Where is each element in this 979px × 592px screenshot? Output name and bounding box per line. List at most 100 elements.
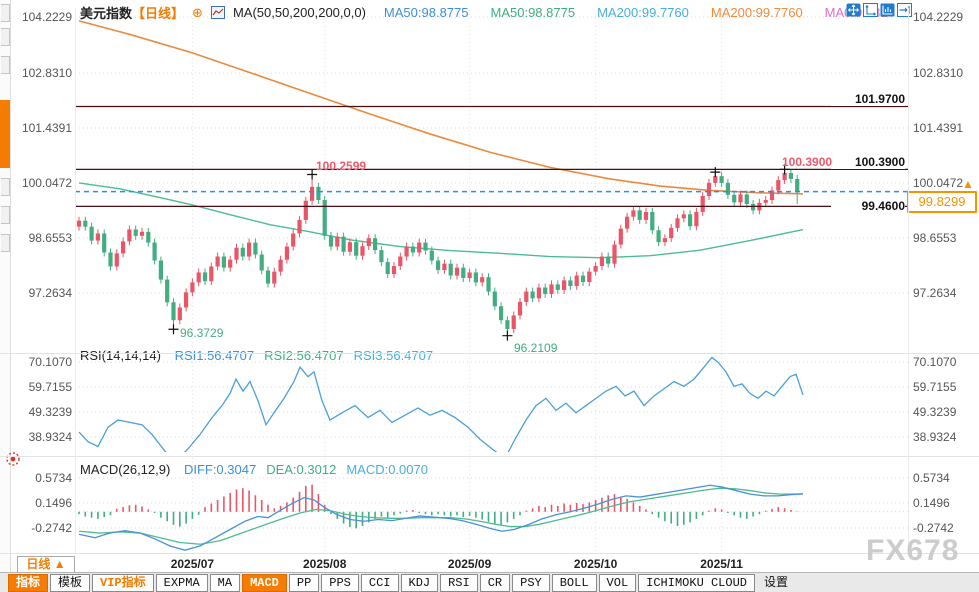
tab-EXPMA[interactable]: EXPMA xyxy=(155,573,208,592)
macd-axis-tick-left: -0.2742 xyxy=(31,521,72,535)
macd-axis-tick-right: 0.5734 xyxy=(913,471,950,485)
ma-value: MA200:99.7760 xyxy=(597,5,689,20)
date-tick-2025/07: 2025/07 xyxy=(170,557,215,571)
symbol-name: 美元指数 xyxy=(80,6,133,21)
left-toolbar-fragment[interactable] xyxy=(1,28,10,46)
panel-divider xyxy=(0,456,979,457)
left-toolbar-fragment[interactable] xyxy=(1,178,10,196)
tab-MA[interactable]: MA xyxy=(209,573,241,592)
price-axis-tick-right: 102.8310 xyxy=(913,66,964,80)
tab-VOL[interactable]: VOL xyxy=(598,573,637,592)
macd-value: DIFF:0.3047 xyxy=(183,462,257,477)
rsi-axis-tick-left: 70.1070 xyxy=(28,355,72,369)
current-price-tag: 99.8299 xyxy=(907,191,977,213)
rsi-plot xyxy=(78,356,804,452)
rsi-axis-tick-right: 38.9324 xyxy=(913,430,957,444)
price-up-arrow-icon: ▲ xyxy=(962,177,974,191)
gridlines xyxy=(75,10,908,552)
rsi-axis-tick-left: 38.9324 xyxy=(28,430,72,444)
indicator-params: MA(50,50,200,200,0,0) xyxy=(232,5,366,20)
rsi-value: RSI2:56.4707 xyxy=(264,348,344,363)
axis-scale-icon[interactable] xyxy=(863,3,878,17)
rsi-value: RSI1:56.4707 xyxy=(174,348,255,363)
watermark: FX678 xyxy=(866,534,960,567)
level-lines xyxy=(75,105,908,208)
date-tick-2025/09: 2025/09 xyxy=(447,557,492,571)
panel-divider xyxy=(0,553,979,554)
tab-RSI[interactable]: RSI xyxy=(440,573,478,592)
rsi-axis-tick-right: 49.3239 xyxy=(913,405,957,419)
left-toolbar-fragment[interactable] xyxy=(1,56,10,74)
price-axis-tick-left: 100.0472 xyxy=(21,176,72,190)
go-to-latest-icon[interactable] xyxy=(897,3,912,17)
plot-right-border xyxy=(908,8,909,553)
rsi-values: RSI1:56.4707 RSI2:56.4707 RSI3:56.4707 xyxy=(165,348,434,363)
rsi-title: RSI(14,14,14) xyxy=(80,348,161,363)
tab-PPS[interactable]: PPS xyxy=(321,573,359,592)
swing-low-label-sept: 96.2109 xyxy=(514,341,558,355)
left-toolbar-fragment[interactable] xyxy=(1,234,10,252)
swing-high-label-july: 100.2599 xyxy=(316,159,367,173)
rsi-axis-tick-left: 59.7155 xyxy=(28,380,72,394)
price-plot xyxy=(76,20,804,336)
macd-value: MACD:0.0070 xyxy=(346,462,428,477)
rsi-axis-tick-right: 59.7155 xyxy=(913,380,957,394)
left-toolbar-fragment[interactable] xyxy=(1,4,10,22)
price-axis-tick-right: 98.6553 xyxy=(913,231,957,245)
ma-value: MA200:99.7760 xyxy=(710,5,803,20)
rsi-title-row: RSI(14,14,14) RSI1:56.4707 RSI2:56.4707 RS… xyxy=(80,348,433,363)
symbol-title: 美元指数【日线】 xyxy=(80,3,184,22)
price-axis-tick-right: 100.0472 xyxy=(913,176,964,190)
macd-value: DEA:0.3012 xyxy=(266,462,337,477)
rsi-axis-tick-left: 49.3239 xyxy=(28,405,72,419)
chart-toolbar-icons xyxy=(846,3,912,17)
macd-axis-tick-left: 0.1496 xyxy=(35,496,72,510)
tab-BOLL[interactable]: BOLL xyxy=(551,573,597,592)
macd-title: MACD(26,12,9) xyxy=(80,462,171,477)
candles xyxy=(76,168,800,336)
tab-MACD[interactable]: MACD xyxy=(242,573,287,592)
price-axis-tick-left: 102.8310 xyxy=(21,66,72,80)
panel-divider xyxy=(0,353,979,354)
level-label-101-97: 101.9700 xyxy=(831,93,905,106)
swing-low-label-july: 96.3729 xyxy=(180,326,224,340)
price-axis-tick-left: 104.2229 xyxy=(21,10,72,24)
left-toolbar-fragment[interactable] xyxy=(1,206,10,224)
period-tag: 【日线】 xyxy=(132,6,185,21)
pan-icon[interactable] xyxy=(846,3,861,17)
price-axis-tick-left: 101.4391 xyxy=(21,121,72,135)
tab-PP[interactable]: PP xyxy=(288,573,320,592)
tab-模板[interactable]: 模板 xyxy=(50,573,91,592)
plot-left-border xyxy=(75,8,76,553)
indicator-tabbar: 指标 模板 VIP指标 EXPMA MA MACD PP PPS CCI KDJ RSI CR PSY B… xyxy=(0,572,979,592)
left-toolbar-active-item[interactable] xyxy=(0,100,10,168)
date-tick-2025/11: 2025/11 xyxy=(700,557,743,571)
price-axis-tick-right: 97.2634 xyxy=(913,286,957,300)
macd-axis-tick-left: 0.5734 xyxy=(35,471,72,485)
macd-title-row: MACD(26,12,9) DIFF:0.3047 DEA:0.3012 MACD:… xyxy=(80,462,428,477)
macd-axis-tick-right: -0.2742 xyxy=(913,521,954,535)
auto-fit-icon[interactable] xyxy=(880,3,895,17)
tab-KDJ[interactable]: KDJ xyxy=(400,573,439,592)
tab-VIP指标[interactable]: VIP指标 xyxy=(92,573,154,592)
swing-high-label-nov: 100.3900 xyxy=(782,155,833,169)
hotspot-sun-icon[interactable] xyxy=(3,449,23,469)
level-label-100-39: 100.3900 xyxy=(831,156,905,169)
macd-plot xyxy=(78,484,804,551)
tab-CCI[interactable]: CCI xyxy=(360,573,399,592)
rsi-axis-tick-right: 70.1070 xyxy=(913,355,957,369)
period-selector[interactable]: 日线 ▲ xyxy=(17,556,75,573)
price-axis-tick-left: 98.6553 xyxy=(28,231,72,245)
tab-CR[interactable]: CR xyxy=(479,573,511,592)
price-axis-tick-left: 97.2634 xyxy=(28,286,72,300)
add-indicator-icon[interactable]: ⊕ xyxy=(192,4,203,20)
tab-PSY[interactable]: PSY xyxy=(512,573,550,592)
tab-ICHIMOKU CLOUD[interactable]: ICHIMOKU CLOUD xyxy=(638,573,755,592)
tab-设置[interactable]: 设置 xyxy=(763,575,788,590)
macd-axis-tick-right: 0.1496 xyxy=(913,496,950,510)
tab-指标[interactable]: 指标 xyxy=(8,573,49,592)
ma-value: MA50:98.8775 xyxy=(490,5,576,20)
level-label-99-46: 99.4600 xyxy=(831,200,905,213)
